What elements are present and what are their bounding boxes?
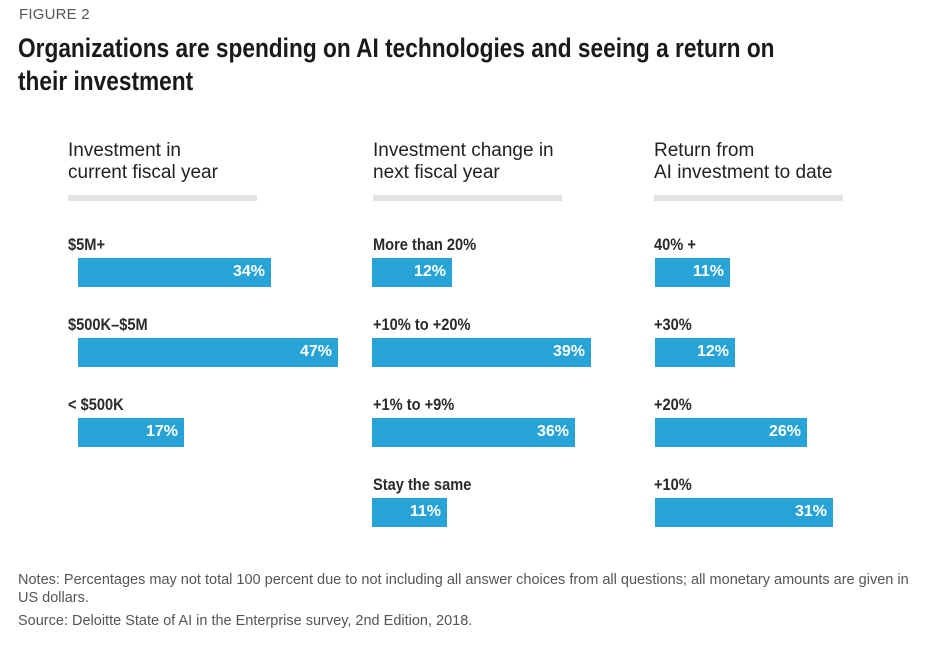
bar: 34%: [78, 258, 271, 287]
bar: 11%: [655, 258, 730, 287]
bar-value-label: 17%: [145, 423, 178, 440]
bar: 12%: [372, 258, 452, 287]
chart-title-line-1: Organizations are spending on AI technol…: [18, 33, 775, 63]
bar: 39%: [372, 338, 591, 367]
figure-label: FIGURE 2: [19, 6, 90, 23]
bar-value-label: 36%: [536, 423, 569, 440]
bar: 17%: [78, 418, 184, 447]
category-label: +30%: [654, 315, 692, 334]
category-label: $500K–$5M: [68, 315, 148, 334]
panel-divider: [654, 195, 843, 201]
bar-value-label: 34%: [232, 263, 265, 280]
bar-value-label: 26%: [768, 423, 801, 440]
chart-panel-2: Investment change in next fiscal year Mor…: [372, 140, 633, 540]
category-label: Stay the same: [373, 475, 472, 494]
panel-heading: Return from AI investment to date: [654, 140, 833, 183]
bar: 36%: [372, 418, 575, 447]
category-label: +1% to +9%: [373, 395, 455, 414]
bar: 12%: [655, 338, 735, 367]
bar: 26%: [655, 418, 807, 447]
panel-divider: [68, 195, 257, 201]
panel-heading: Investment change in next fiscal year: [373, 140, 554, 183]
chart-title-line-2: their investment: [18, 66, 194, 96]
bar-value-label: 39%: [552, 343, 585, 360]
bar: 47%: [78, 338, 338, 367]
chart-title: Organizations are spending on AI technol…: [18, 32, 775, 98]
category-label: 40% +: [654, 235, 696, 254]
chart-source: Source: Deloitte State of AI in the Ente…: [18, 613, 473, 629]
bar-value-label: 47%: [299, 343, 332, 360]
category-label: +10%: [654, 475, 692, 494]
category-label: +20%: [654, 395, 692, 414]
bar-value-label: 11%: [692, 263, 724, 280]
chart-panel-1: Investment in current fiscal year $5M+ 34%…: [68, 140, 338, 540]
bar-value-label: 11%: [409, 503, 441, 520]
chart-panel-3: Return from AI investment to date 40% + 11…: [654, 140, 914, 540]
bar: 31%: [655, 498, 833, 527]
chart-notes: Notes: Percentages may not total 100 per…: [18, 572, 909, 606]
panel-divider: [373, 195, 562, 201]
category-label: +10% to +20%: [373, 315, 471, 334]
bar: 11%: [372, 498, 447, 527]
panel-heading: Investment in current fiscal year: [68, 140, 218, 183]
category-label: $5M+: [68, 235, 105, 254]
bar-value-label: 31%: [794, 503, 827, 520]
category-label: More than 20%: [373, 235, 477, 254]
category-label: < $500K: [68, 395, 124, 414]
bar-value-label: 12%: [696, 343, 729, 360]
bar-value-label: 12%: [413, 263, 446, 280]
